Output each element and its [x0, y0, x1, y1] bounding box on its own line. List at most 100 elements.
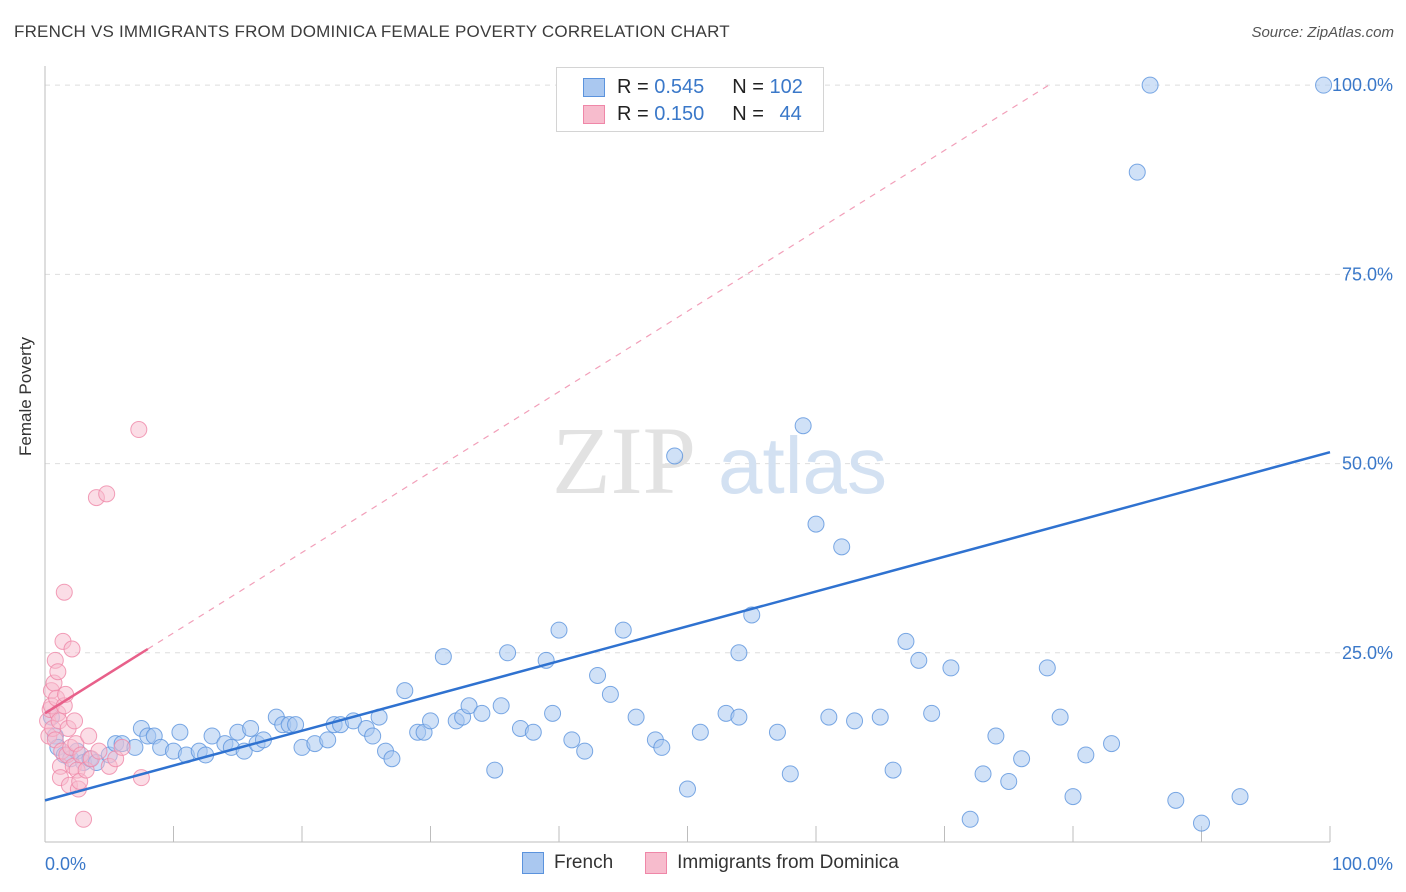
french-point — [794, 417, 812, 435]
french-point — [768, 723, 786, 741]
dominica-point — [98, 485, 116, 503]
french-point — [846, 712, 864, 730]
tick-labels: 25.0% 50.0% 75.0% 100.0% 0.0% 100.0% — [45, 75, 1393, 874]
french-point — [364, 727, 382, 745]
dominica-point — [55, 583, 73, 601]
french-point — [691, 723, 709, 741]
legend-label-french: French — [554, 852, 614, 873]
x-tick-label: 100.0% — [1332, 854, 1393, 874]
french-point — [1315, 76, 1333, 94]
french-point — [897, 632, 915, 650]
french-point — [942, 659, 960, 677]
french-point — [1051, 708, 1069, 726]
french-point — [1141, 76, 1159, 94]
french-point — [171, 723, 189, 741]
french-point — [383, 750, 401, 768]
french-point — [1167, 791, 1185, 809]
dominica-point — [49, 663, 67, 681]
series-legend: French Immigrants from Dominica — [522, 852, 899, 874]
french-point — [550, 621, 568, 639]
dominica-points — [39, 421, 150, 828]
french-point — [486, 761, 504, 779]
legend-r-value-french: 0.545 — [654, 75, 705, 98]
french-point — [627, 708, 645, 726]
dominica-point — [90, 742, 108, 760]
dominica-point — [63, 640, 81, 658]
french-point — [473, 704, 491, 722]
french-point — [820, 708, 838, 726]
french-point — [910, 651, 928, 669]
dominica-point — [66, 712, 84, 730]
legend-r-label: R = — [617, 75, 655, 98]
french-point — [576, 742, 594, 760]
legend-r-label: R = — [617, 102, 655, 125]
legend-swatch-french — [583, 77, 605, 97]
french-point — [242, 719, 260, 737]
legend-row-french: R = 0.545 N = 102 — [583, 75, 803, 99]
french-point — [563, 731, 581, 749]
french-point — [974, 765, 992, 783]
french-point — [1038, 659, 1056, 677]
french-point — [1077, 746, 1095, 764]
french-point — [460, 697, 478, 715]
french-point — [987, 727, 1005, 745]
french-point — [1013, 750, 1031, 768]
french-point — [1128, 163, 1146, 181]
legend-n-label: N = — [732, 75, 770, 98]
french-point — [653, 738, 671, 756]
legend-n-label: N = — [732, 102, 770, 125]
legend-swatch-french-bottom — [522, 852, 544, 874]
french-point — [492, 697, 510, 715]
french-point — [923, 704, 941, 722]
chart-title: FRENCH VS IMMIGRANTS FROM DOMINICA FEMAL… — [14, 22, 730, 41]
dominica-point — [130, 421, 148, 439]
legend-label-dominica: Immigrants from Dominica — [677, 852, 899, 873]
watermark: ZIP atlas — [552, 407, 887, 514]
y-axis-label: Female Poverty — [16, 336, 35, 456]
french-point — [434, 648, 452, 666]
legend-swatch-dominica-bottom — [645, 852, 668, 874]
legend-n-value-french: 102 — [769, 75, 803, 98]
legend-r-value-dominica: 0.150 — [654, 102, 705, 125]
french-point — [730, 708, 748, 726]
legend-n-value-dominica: 44 — [779, 102, 802, 125]
french-point — [601, 685, 619, 703]
french-point — [807, 515, 825, 533]
french-point — [614, 621, 632, 639]
french-point — [589, 666, 607, 684]
french-point — [871, 708, 889, 726]
french-point — [422, 712, 439, 730]
y-tick-label: 50.0% — [1342, 454, 1393, 474]
y-tick-label: 75.0% — [1342, 264, 1393, 284]
french-point — [524, 723, 542, 741]
french-point — [1064, 788, 1082, 806]
french-point — [833, 538, 851, 556]
french-point — [884, 761, 902, 779]
french-point — [781, 765, 799, 783]
french-point — [499, 644, 517, 662]
french-point — [1103, 735, 1121, 753]
french-point — [319, 731, 337, 749]
french-point — [961, 810, 979, 828]
trend-lines — [44, 84, 1331, 802]
y-tick-label: 25.0% — [1342, 643, 1393, 663]
legend-row-dominica: R = 0.150 N = 44 — [583, 102, 802, 126]
french-point — [1000, 772, 1018, 790]
french-point — [679, 780, 696, 798]
dominica-point — [75, 810, 93, 828]
french-point — [1193, 814, 1210, 832]
dominica-trend-extension — [147, 84, 1050, 650]
dominica-point — [80, 727, 98, 745]
french-point — [203, 727, 221, 745]
gridlines — [45, 84, 1392, 654]
french-point — [730, 644, 748, 662]
dominica-point — [113, 738, 131, 756]
french-point — [1231, 788, 1249, 806]
x-tick-label: 0.0% — [45, 854, 86, 874]
dominica-trend-line — [44, 647, 149, 715]
stats-legend: R = 0.545 N = 102 R = 0.150 N = 44 — [556, 67, 824, 132]
watermark-atlas: atlas — [718, 421, 887, 510]
french-trend-line — [44, 451, 1331, 802]
legend-swatch-dominica — [583, 104, 605, 124]
